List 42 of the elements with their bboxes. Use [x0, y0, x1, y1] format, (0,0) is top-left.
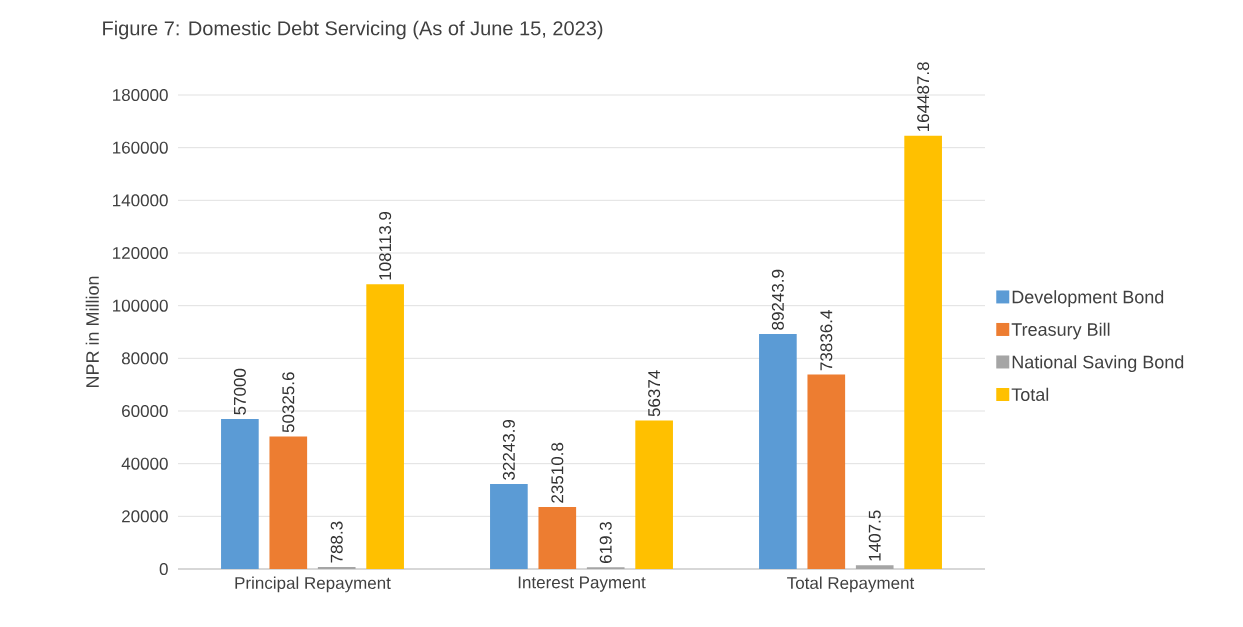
y-axis-title: NPR in Million [85, 276, 99, 388]
y-tick-label: 120000 [113, 246, 168, 260]
legend-label: Development Bond [1012, 290, 1164, 307]
data-label: 56374 [648, 370, 661, 417]
data-label: 50325.6 [282, 372, 295, 433]
bar [807, 374, 846, 569]
data-label: 619.3 [599, 522, 612, 563]
data-label: 108113.9 [379, 211, 392, 280]
legend-label: Treasury Bill [1011, 322, 1110, 340]
chart-title: Figure 7: Domestic Debt Servicing (As of June 15, 2023) [103, 20, 603, 40]
bar [221, 418, 259, 569]
y-tick-label: 0 [159, 562, 168, 576]
y-tick-label: 180000 [113, 88, 168, 102]
x-tick-label: Interest Payment [518, 576, 646, 592]
bar [366, 284, 404, 569]
bar [855, 565, 894, 569]
data-label: 89243.9 [771, 269, 784, 330]
y-tick-label: 20000 [122, 510, 168, 523]
data-label: 73836.4 [820, 310, 833, 371]
bar [904, 135, 942, 569]
bar [490, 484, 528, 569]
y-tick-label: 160000 [113, 141, 168, 154]
data-label: 164487.8 [917, 62, 930, 132]
legend-label: Total [1011, 387, 1049, 401]
bar [538, 507, 577, 569]
y-tick-label: 80000 [121, 352, 168, 365]
y-tick-label: 140000 [113, 194, 168, 207]
bar [317, 566, 356, 569]
y-tick-label: 40000 [121, 457, 168, 470]
data-label: 57000 [233, 368, 246, 415]
data-label: 32243.9 [502, 419, 515, 480]
data-label: 23510.8 [551, 442, 564, 503]
data-label: 1407.5 [868, 510, 881, 561]
bar [635, 420, 673, 569]
y-tick-label: 100000 [113, 299, 168, 312]
legend-label: National Saving Bond [1012, 355, 1184, 372]
y-tick-label: 60000 [122, 404, 168, 418]
bar [759, 333, 797, 569]
data-label: 788.3 [330, 521, 343, 563]
bar [269, 436, 308, 569]
x-tick-label: Total Repayment [787, 576, 915, 593]
x-tick-label: Principal Repayment [235, 576, 391, 593]
